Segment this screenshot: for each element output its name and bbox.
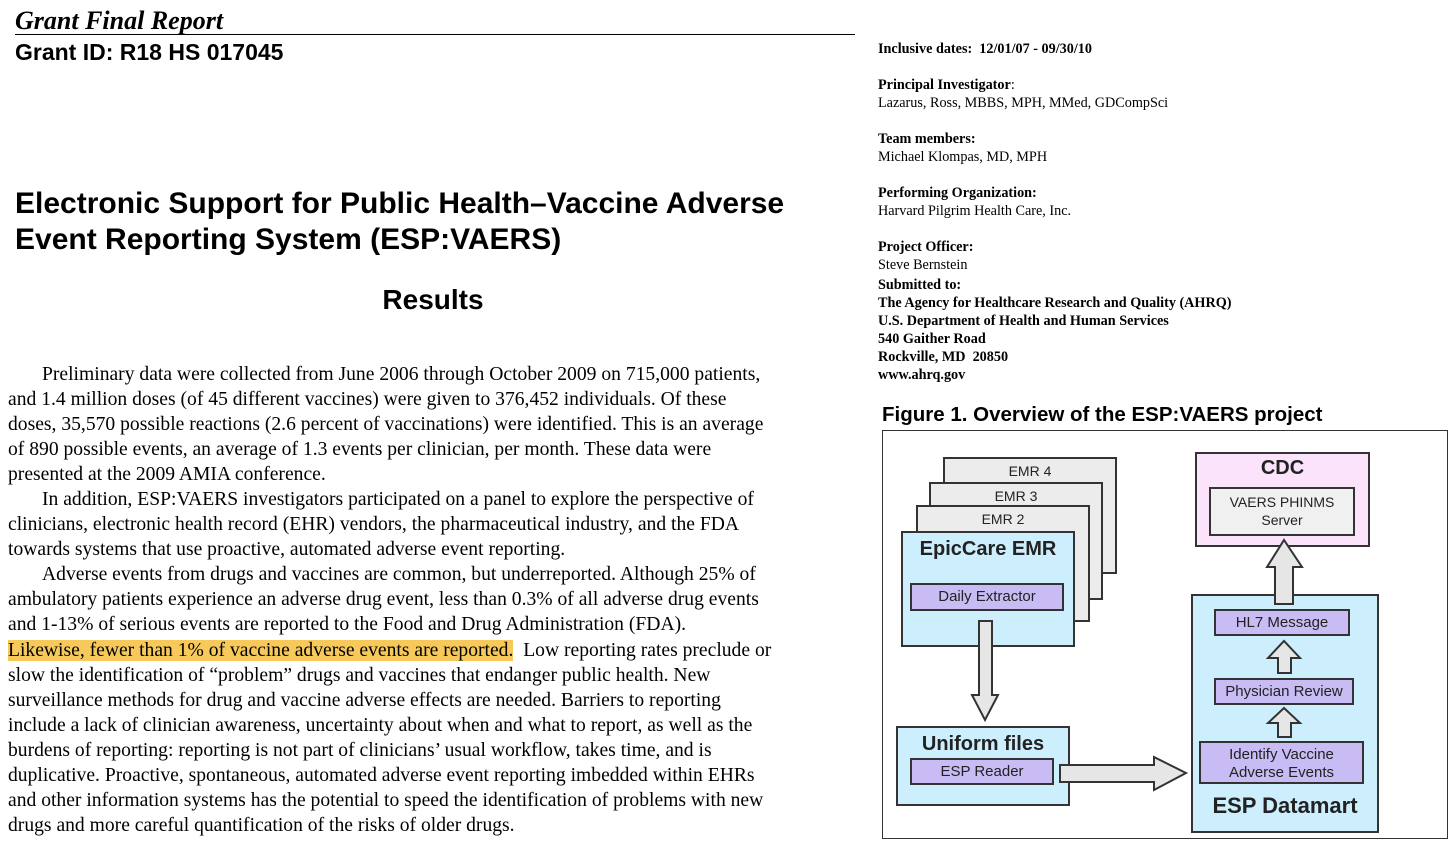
team-members: Michael Klompas, MD, MPH [878, 149, 1048, 165]
results-heading: Results [382, 284, 484, 315]
pi-colon: : [1010, 77, 1015, 93]
esp-reader-box: ESP Reader [910, 758, 1054, 785]
report-title-line: Electronic Support for Public Health–Vac… [15, 187, 785, 220]
body-line: include a lack of clinician awareness, u… [8, 714, 753, 736]
project-officer: Steve Bernstein [878, 257, 968, 273]
hl7-message-box: HL7 Message [1214, 609, 1350, 636]
body-line: clinicians, electronic health record (EH… [8, 514, 740, 536]
body-line: of 890 possible events, an average of 1.… [8, 439, 712, 461]
emr2-label: EMR 2 [981, 511, 1025, 527]
pi-label: Principal Investigator [878, 77, 1011, 93]
body-line-highlighted: Likewise, fewer than 1% of vaccine adver… [8, 638, 771, 663]
body-line: Adverse events from drugs and vaccines a… [42, 564, 756, 586]
submitted-line: Rockville, MD 20850 [878, 349, 1009, 365]
emr4-label: EMR 4 [1008, 463, 1052, 479]
esp-datamart-label: ESP Datamart [1212, 793, 1358, 818]
submitted-line: U.S. Department of Health and Human Serv… [878, 313, 1169, 329]
body-line: surveillance methods for drug and vaccin… [8, 689, 721, 711]
inclusive-dates: Inclusive dates: 12/01/07 - 09/30/10 [878, 41, 1092, 57]
body-line: Preliminary data were collected from Jun… [42, 364, 761, 385]
body-line: towards systems that use proactive, auto… [8, 539, 566, 561]
cdc-label: CDC [1260, 457, 1305, 479]
epiccare-label: EpicCare EMR [919, 538, 1057, 560]
body-line: and 1.4 million doses (of 45 different v… [8, 389, 727, 411]
report-header-title: Grant Final Report [15, 6, 224, 35]
submitted-label: Submitted to: [878, 277, 962, 293]
body-line: slow the identification of “problem” dru… [8, 664, 711, 686]
body-line: and 1-13% of serious events are reported… [8, 614, 687, 636]
report-title: Electronic Support for Public Health–Vac… [15, 186, 784, 258]
report-title-line: Event Reporting System (ESP:VAERS) [15, 223, 562, 256]
results-body: Preliminary data were collected from Jun… [8, 362, 771, 838]
body-line: burdens of reporting: reporting is not p… [8, 739, 712, 761]
body-line-rest: Low reporting rates preclude or [513, 639, 772, 661]
vaers-server-line: Server [1261, 512, 1303, 528]
ahrq-link[interactable]: www.ahrq.gov [878, 367, 966, 383]
submitted-line: 540 Gaither Road [878, 331, 986, 347]
performing-organization: Harvard Pilgrim Health Care, Inc. [878, 203, 1072, 219]
identify-line: Adverse Events [1228, 764, 1335, 781]
body-line: and other information systems has the po… [8, 789, 764, 811]
uniform-files-label: Uniform files [921, 733, 1045, 755]
body-line: presented at the 2009 AMIA conference. [8, 464, 326, 486]
emr3-label: EMR 3 [994, 488, 1038, 504]
body-line: duplicative. Proactive, spontaneous, aut… [8, 764, 755, 786]
body-line: In addition, ESP:VAERS investigators par… [42, 489, 754, 511]
body-line: drugs and more careful quantification of… [8, 814, 515, 836]
highlighted-text: Likewise, fewer than 1% of vaccine adver… [8, 639, 514, 661]
identify-line: Identify Vaccine [1229, 746, 1334, 763]
org-label: Performing Organization: [878, 185, 1037, 201]
team-label: Team members: [878, 131, 976, 147]
figure-frame [882, 430, 1448, 839]
physician-review-box: Physician Review [1214, 678, 1354, 705]
vaers-phinms-server-box: VAERS PHINMS Server [1209, 487, 1355, 536]
identify-events-box: Identify Vaccine Adverse Events [1199, 741, 1364, 784]
grant-id: Grant ID: R18 HS 017045 [15, 39, 284, 65]
daily-extractor-box: Daily Extractor [910, 583, 1064, 611]
officer-label: Project Officer: [878, 239, 974, 255]
header-divider [15, 34, 855, 35]
body-line: ambulatory patients experience an advers… [8, 589, 759, 611]
figure-caption: Figure 1. Overview of the ESP:VAERS proj… [882, 403, 1323, 426]
body-line: doses, 35,570 possible reactions (2.6 pe… [8, 414, 764, 436]
principal-investigator: Lazarus, Ross, MBBS, MPH, MMed, GDCompSc… [878, 95, 1169, 111]
vaers-server-line: VAERS PHINMS [1229, 494, 1335, 510]
submitted-line: The Agency for Healthcare Research and Q… [878, 295, 1232, 311]
grant-metadata: Inclusive dates: 12/01/07 - 09/30/10 Pri… [878, 40, 1231, 384]
